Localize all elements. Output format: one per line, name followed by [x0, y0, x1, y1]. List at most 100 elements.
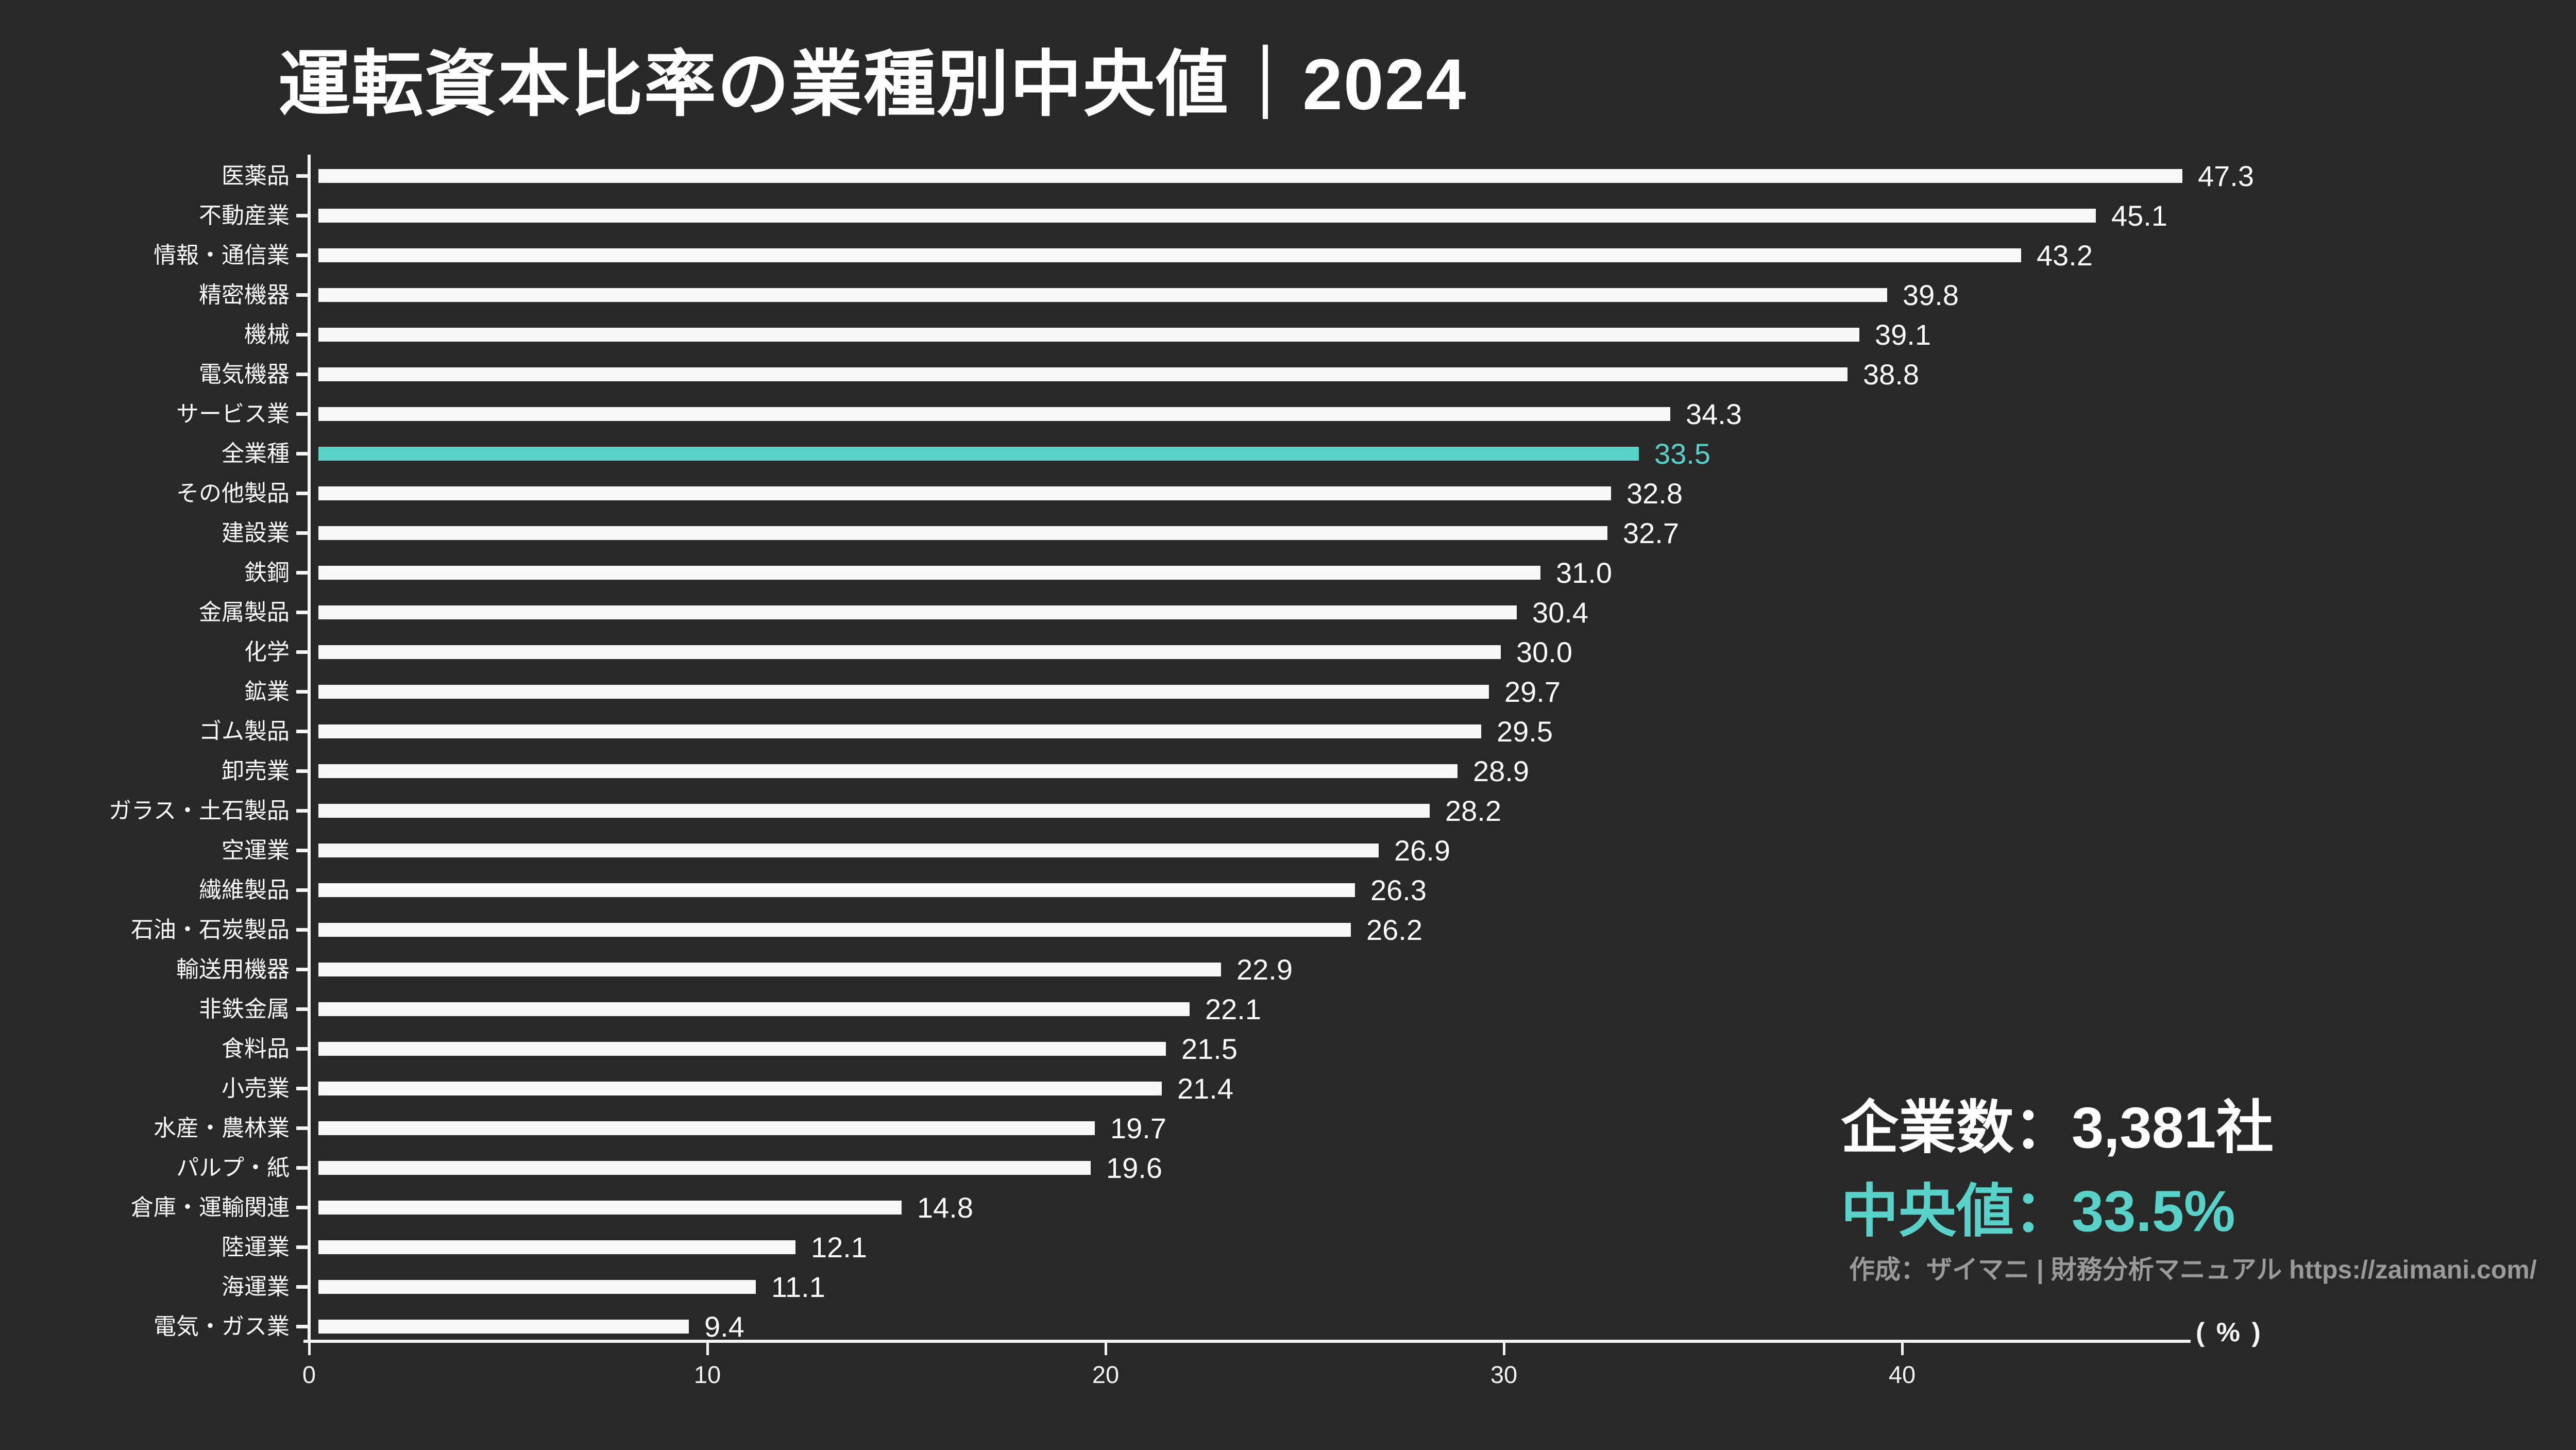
y-axis-tick [296, 412, 308, 416]
bar [318, 922, 1351, 937]
category-label: 医薬品 [222, 163, 290, 189]
y-axis-tick [296, 253, 308, 257]
bar [318, 208, 2096, 223]
x-axis-tick-label: 10 [693, 1361, 721, 1388]
bar [318, 605, 1517, 619]
y-axis-tick [296, 1285, 308, 1289]
category-label: 海運業 [222, 1274, 290, 1300]
category-label: 金属製品 [199, 599, 290, 625]
credit-annotation: 作成：ザイマニ | 財務分析マニュアル https://zaimani.com/ [1849, 1255, 2537, 1284]
bar [318, 962, 1221, 976]
bar-highlighted [318, 446, 1639, 461]
x-axis-unit-label: ( % ) [2196, 1318, 2263, 1347]
bar [318, 248, 2021, 262]
bar [318, 1002, 1190, 1016]
y-axis-tick [296, 1007, 308, 1011]
bar [318, 486, 1611, 500]
value-label: 26.9 [1394, 834, 1450, 867]
value-label: 26.2 [1366, 913, 1422, 946]
median-annotation: 中央値：33.5% [1841, 1179, 2235, 1243]
y-axis-tick [296, 491, 308, 495]
bar [318, 684, 1489, 699]
value-label: 31.0 [1556, 556, 1612, 589]
bar [318, 1279, 756, 1294]
value-label: 21.4 [1177, 1072, 1233, 1105]
bar [318, 645, 1501, 659]
bar [318, 803, 1430, 818]
value-label: 14.8 [917, 1191, 973, 1224]
value-label: 28.2 [1445, 794, 1501, 827]
bar [318, 1081, 1162, 1095]
value-label: 47.3 [2198, 159, 2254, 192]
category-label: 不動産業 [199, 203, 290, 228]
bar [318, 843, 1379, 857]
category-label: 鉄鋼 [244, 560, 290, 585]
value-label: 30.4 [1532, 596, 1588, 629]
bar [318, 724, 1481, 738]
value-label: 19.6 [1106, 1151, 1162, 1184]
category-label: 建設業 [222, 520, 290, 546]
category-label: 陸運業 [222, 1234, 290, 1260]
category-label: ゴム製品 [199, 718, 290, 744]
category-label: 機械 [244, 322, 290, 347]
bar [318, 168, 2182, 183]
y-axis-tick [296, 689, 308, 694]
category-label: 空運業 [222, 837, 290, 863]
category-label: 石油・石炭製品 [131, 917, 290, 942]
category-label: 情報・通信業 [154, 242, 290, 268]
value-label: 12.1 [811, 1230, 867, 1263]
category-label: 精密機器 [199, 282, 290, 308]
value-label: 38.8 [1863, 358, 1919, 391]
category-label: 水産・農林業 [154, 1115, 290, 1141]
y-axis-tick [296, 928, 308, 932]
x-axis-tick [1901, 1343, 1904, 1355]
value-label: 32.7 [1623, 516, 1679, 549]
y-axis-tick [296, 332, 308, 336]
value-label: 32.8 [1626, 477, 1683, 510]
category-label: 食料品 [222, 1036, 290, 1061]
value-label: 39.1 [1875, 318, 1931, 351]
category-label: 全業種 [222, 441, 290, 466]
bar [318, 526, 1607, 540]
y-axis-tick [296, 1166, 308, 1170]
x-axis-tick-label: 20 [1092, 1361, 1120, 1388]
y-axis-tick [296, 451, 308, 456]
category-label: サービス業 [176, 401, 290, 427]
y-axis-tick [296, 650, 308, 654]
y-axis-tick [296, 1126, 308, 1130]
value-label: 45.1 [2111, 199, 2167, 232]
bar [318, 1319, 689, 1334]
y-axis-tick [296, 293, 308, 297]
category-label: パルプ・紙 [176, 1155, 290, 1181]
x-axis-tick-label: 30 [1490, 1361, 1518, 1388]
y-axis-line [308, 155, 311, 1343]
category-label: その他製品 [176, 480, 290, 506]
category-label: 非鉄金属 [199, 996, 290, 1022]
value-label: 26.3 [1370, 873, 1427, 906]
value-label: 19.7 [1110, 1111, 1166, 1144]
bar [318, 883, 1355, 897]
value-label: 43.2 [2037, 239, 2093, 272]
y-axis-tick [296, 1245, 308, 1249]
y-axis-tick [296, 372, 308, 376]
category-label: 輸送用機器 [176, 956, 290, 982]
x-axis-tick [1502, 1343, 1505, 1355]
category-label: 鉱業 [244, 679, 290, 704]
y-axis-tick [296, 213, 308, 217]
companies-count-annotation: 企業数：3,381社 [1841, 1095, 2274, 1160]
category-label: 卸売業 [222, 758, 290, 784]
y-axis-tick [296, 848, 308, 852]
y-axis-tick [296, 610, 308, 614]
y-axis-tick [296, 769, 308, 773]
category-label: 小売業 [222, 1075, 290, 1101]
category-label: 繊維製品 [199, 877, 290, 903]
bar [318, 1041, 1166, 1056]
y-axis-tick [296, 1047, 308, 1051]
bar [318, 1200, 902, 1215]
bar [318, 407, 1670, 421]
bar [318, 288, 1887, 302]
value-label: 9.4 [704, 1310, 744, 1343]
category-label: 倉庫・運輸関連 [131, 1194, 290, 1220]
